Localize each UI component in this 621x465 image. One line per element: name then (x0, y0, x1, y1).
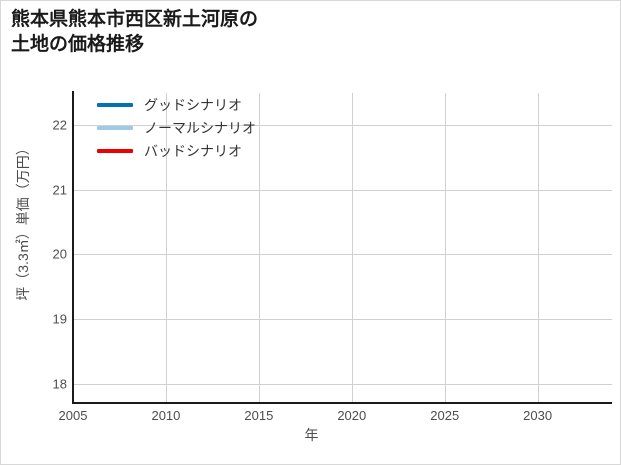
gridline-x-2020 (351, 93, 353, 403)
x-axis-spine (72, 402, 612, 404)
y-tick-20: 20 (52, 246, 67, 262)
x-tick-2025: 2025 (430, 408, 460, 423)
gridline-x-2030 (537, 93, 539, 403)
chart-legend: グッドシナリオ ノーマルシナリオ バッドシナリオ (97, 93, 297, 162)
legend-label-normal: ノーマルシナリオ (144, 119, 256, 136)
legend-item-good[interactable]: グッドシナリオ (97, 93, 297, 116)
x-tick-2010: 2010 (151, 408, 181, 423)
legend-swatch-bad (97, 148, 133, 153)
gridline-y-18 (73, 383, 612, 385)
y-axis-spine (72, 91, 74, 404)
y-tick-21: 21 (52, 182, 67, 198)
y-tick-18: 18 (52, 376, 67, 392)
legend-swatch-good (97, 102, 133, 107)
gridline-y-21 (73, 189, 612, 191)
x-tick-2005: 2005 (58, 408, 88, 423)
legend-item-bad[interactable]: バッドシナリオ (97, 139, 297, 162)
gridline-y-19 (73, 319, 612, 321)
x-axis-tick-labels: 2005 2010 2015 2020 2025 2030 (59, 408, 612, 426)
y-tick-19: 19 (52, 311, 67, 327)
y-tick-22: 22 (52, 117, 67, 133)
page-title: 熊本県熊本市西区新土河原の 土地の価格推移 (11, 9, 259, 56)
x-axis-label: 年 (304, 427, 319, 443)
gridline-x-2015 (258, 93, 260, 403)
gridline-y-22 (73, 125, 612, 127)
gridline-x-2025 (444, 93, 446, 403)
y-axis-tick-labels: 18 19 20 21 22 (31, 93, 67, 403)
gridline-x-2010 (165, 93, 167, 403)
legend-swatch-normal (97, 125, 133, 130)
x-tick-2015: 2015 (244, 408, 274, 423)
legend-item-normal[interactable]: ノーマルシナリオ (97, 116, 297, 139)
x-tick-2020: 2020 (337, 408, 367, 423)
x-tick-2030: 2030 (523, 408, 553, 423)
gridline-y-20 (73, 254, 612, 256)
plot-area (73, 93, 612, 403)
y-axis-label: 坪（3.3㎡）単価（万円） (15, 141, 31, 301)
legend-label-good: グッドシナリオ (144, 96, 242, 113)
plot-background (73, 93, 612, 403)
legend-label-bad: バッドシナリオ (144, 142, 242, 159)
